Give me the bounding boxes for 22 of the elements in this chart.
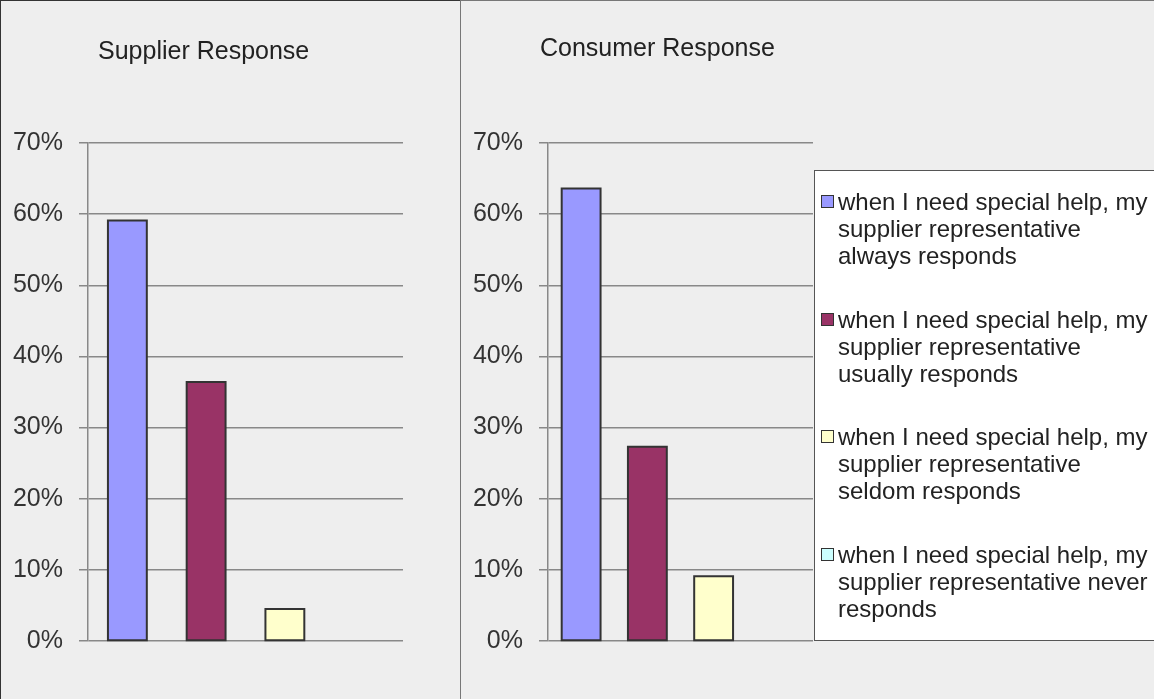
- chart-title: Supplier Response: [98, 36, 310, 64]
- y-tick-label: 70%: [472, 126, 523, 155]
- legend-label: when I need special help, my supplier representative always responds: [838, 188, 1149, 269]
- y-tick-label: 10%: [12, 553, 63, 582]
- legend-label: when I need special help, my supplier representative never responds: [838, 541, 1149, 623]
- y-tick-label: 10%: [472, 553, 523, 582]
- y-tick-label: 60%: [472, 198, 523, 227]
- y-tick-label: 0%: [26, 624, 63, 653]
- y-tick-label: 0%: [486, 624, 523, 653]
- legend-label: when I need special help, my supplier representative seldom responds: [838, 423, 1149, 505]
- y-tick-label: 70%: [12, 126, 63, 155]
- chart-title: Consumer Response: [540, 33, 775, 61]
- y-tick-label: 20%: [472, 482, 523, 511]
- y-tick-label: 20%: [12, 482, 63, 511]
- y-tick-label: 30%: [12, 411, 63, 440]
- legend-label: when I need special help, my supplier representative usually responds: [838, 305, 1149, 387]
- y-tick-label: 50%: [12, 269, 63, 298]
- y-tick-label: 40%: [472, 340, 523, 369]
- y-tick-label: 60%: [12, 198, 63, 227]
- y-tick-label: 30%: [472, 411, 523, 440]
- y-tick-label: 40%: [12, 340, 63, 369]
- y-tick-label: 50%: [472, 269, 523, 298]
